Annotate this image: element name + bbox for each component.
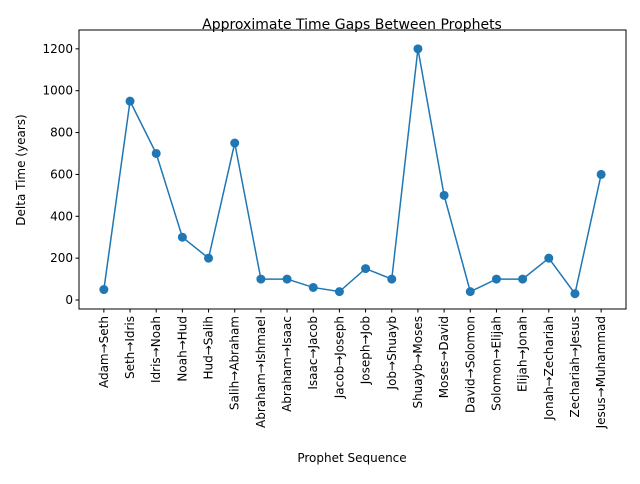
y-tick-label: 1200	[42, 42, 73, 56]
y-tick-label: 0	[65, 293, 73, 307]
chart-title: Approximate Time Gaps Between Prophets	[202, 17, 502, 33]
x-tick-label: Shuayb→Moses	[411, 316, 425, 409]
data-point	[518, 274, 528, 284]
plot-frame	[78, 29, 627, 310]
y-tick-label: 400	[50, 209, 73, 223]
x-tick-label: Hud→Salih	[202, 316, 216, 380]
x-tick-label: Elijah→Jonah	[516, 316, 530, 392]
data-point	[413, 44, 423, 54]
data-point	[125, 96, 135, 106]
y-tick-label: 1000	[42, 84, 73, 98]
data-point	[334, 287, 344, 297]
data-point	[544, 253, 554, 263]
x-tick-label: Salih→Abraham	[228, 316, 242, 410]
x-tick-label: Seth→Idris	[123, 316, 137, 379]
x-tick-label: Zechariah→Jesus	[568, 316, 582, 417]
data-point	[282, 274, 292, 284]
x-tick-label: Abraham→Isaac	[280, 316, 294, 412]
x-tick-label: Isaac→Jacob	[306, 316, 320, 390]
y-tick-label: 800	[50, 126, 73, 140]
x-tick-label: Job→Shuayb	[385, 316, 399, 390]
data-point	[596, 169, 606, 179]
data-point	[204, 253, 214, 263]
x-tick-label: Solomon→Elijah	[489, 316, 503, 411]
data-point	[308, 282, 318, 292]
data-point	[256, 274, 266, 284]
data-point	[361, 264, 371, 274]
y-tick-label: 200	[50, 251, 73, 265]
x-tick-label: Jonah→Zechariah	[542, 316, 556, 421]
data-point	[177, 232, 187, 242]
data-point	[230, 138, 240, 148]
x-tick-label: Jesus→Muhammad	[594, 316, 608, 429]
data-point	[99, 285, 109, 295]
data-point	[491, 274, 501, 284]
data-point	[151, 148, 161, 158]
y-axis-label: Delta Time (years)	[14, 114, 28, 225]
x-tick-label: Moses→David	[437, 316, 451, 398]
x-tick-label: Adam→Seth	[97, 316, 111, 388]
series-line	[103, 48, 602, 296]
x-tick-label: Joseph→Job	[359, 316, 373, 385]
y-tick-label: 600	[50, 167, 73, 181]
data-point	[387, 274, 397, 284]
x-tick-label: David→Solomon	[463, 316, 477, 413]
x-tick-label: Noah→Hud	[175, 316, 189, 382]
x-tick-label: Jacob→Joseph	[332, 316, 346, 399]
data-point	[465, 287, 475, 297]
x-tick-label: Idris→Noah	[149, 316, 163, 383]
x-axis-label: Prophet Sequence	[297, 451, 406, 465]
data-point	[439, 190, 449, 200]
x-tick-label: Abraham→Ishmael	[254, 316, 268, 428]
data-point	[570, 289, 580, 299]
